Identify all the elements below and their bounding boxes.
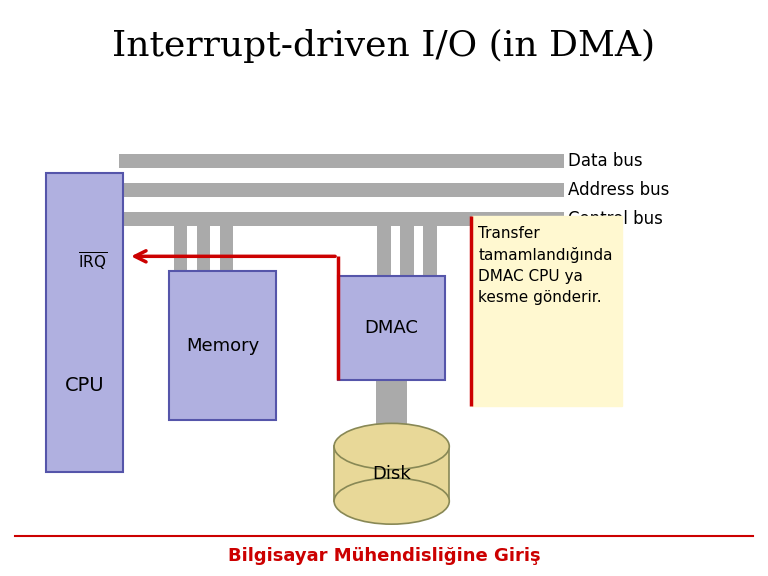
Text: CPU: CPU [65, 377, 104, 395]
FancyBboxPatch shape [220, 226, 233, 271]
Text: Address bus: Address bus [568, 181, 670, 199]
FancyBboxPatch shape [338, 276, 445, 380]
FancyBboxPatch shape [334, 446, 449, 501]
FancyBboxPatch shape [472, 216, 622, 406]
Text: Data bus: Data bus [568, 152, 643, 170]
Text: Memory: Memory [186, 336, 260, 355]
FancyBboxPatch shape [119, 211, 564, 226]
FancyBboxPatch shape [119, 154, 564, 169]
FancyBboxPatch shape [169, 271, 276, 420]
Text: Disk: Disk [372, 465, 411, 483]
FancyBboxPatch shape [46, 173, 123, 472]
Text: Interrupt-driven I/O (in DMA): Interrupt-driven I/O (in DMA) [112, 29, 656, 63]
FancyBboxPatch shape [400, 226, 414, 276]
Text: Transfer
tamamlandığında
DMAC CPU ya
kesme gönderir.: Transfer tamamlandığında DMAC CPU ya kes… [478, 226, 613, 305]
Text: Bilgisayar Mühendisliğine Giriş: Bilgisayar Mühendisliğine Giriş [227, 547, 541, 565]
Ellipse shape [334, 478, 449, 524]
Ellipse shape [334, 423, 449, 469]
FancyBboxPatch shape [376, 380, 407, 446]
Text: Control bus: Control bus [568, 210, 664, 228]
FancyBboxPatch shape [377, 226, 391, 276]
FancyBboxPatch shape [423, 226, 437, 276]
Text: $\overline{\mathrm{IRQ}}$: $\overline{\mathrm{IRQ}}$ [78, 251, 107, 273]
FancyBboxPatch shape [174, 226, 187, 271]
FancyBboxPatch shape [197, 226, 210, 271]
Text: DMAC: DMAC [365, 319, 419, 338]
FancyBboxPatch shape [119, 183, 564, 197]
